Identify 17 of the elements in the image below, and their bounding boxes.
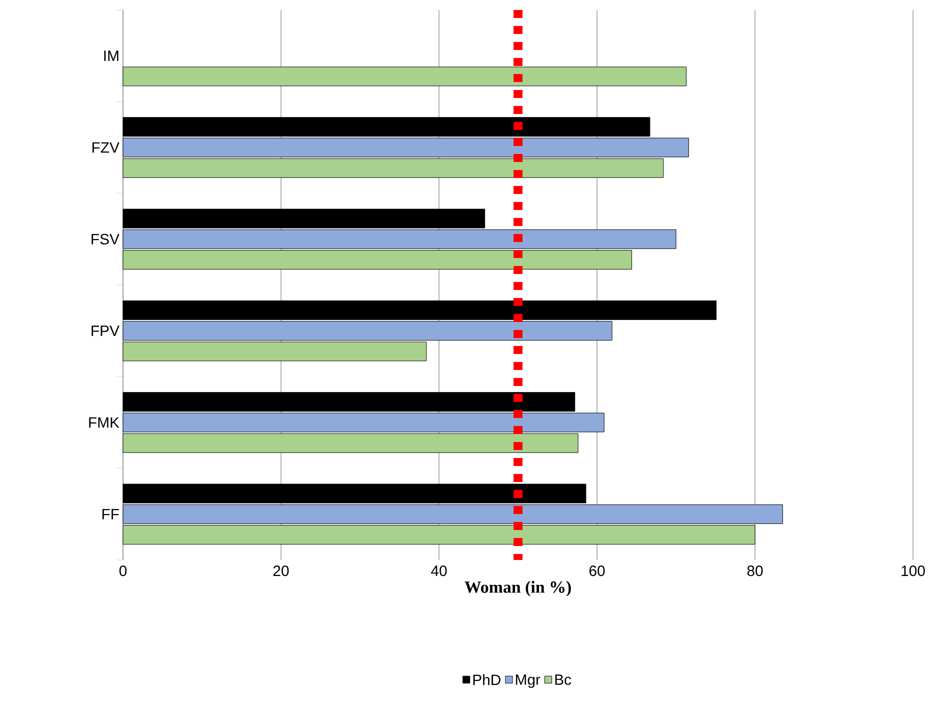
x-tick-label: 20 — [273, 566, 289, 576]
bar — [122, 66, 687, 86]
x-tick-label: 60 — [589, 566, 605, 576]
y-tick-label: IM — [104, 50, 118, 61]
x-axis-title: Woman (in %) — [464, 580, 571, 596]
y-tick-label: FPV — [92, 326, 120, 336]
x-tick-label: 100 — [902, 566, 925, 576]
y-tick-label: FZV — [92, 142, 120, 153]
x-tick-label: 40 — [431, 566, 447, 576]
legend-label: PhD — [473, 674, 500, 685]
y-tick-label: FF — [102, 509, 119, 520]
y-tick-label: FSV — [92, 234, 120, 244]
x-tick-label: 80 — [747, 566, 763, 576]
legend-label: Mgr — [516, 674, 540, 688]
x-tick-label: 0 — [119, 566, 127, 576]
y-tick-label: FMK — [89, 417, 120, 428]
legend-label: Bc — [555, 674, 572, 685]
